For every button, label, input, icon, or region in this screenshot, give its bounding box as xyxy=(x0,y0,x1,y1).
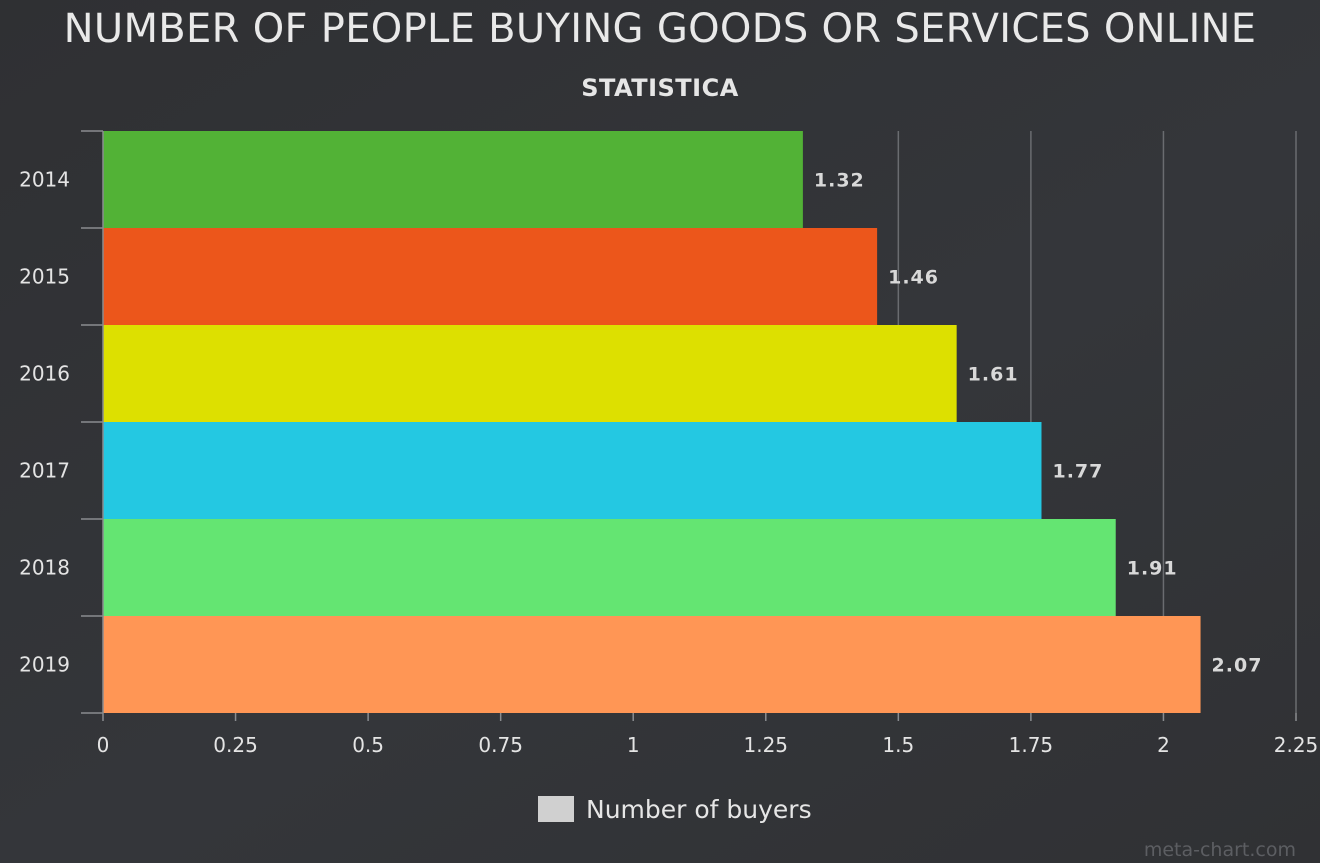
bar[interactable] xyxy=(103,519,1116,616)
legend-label: Number of buyers xyxy=(586,794,812,824)
legend-swatch xyxy=(538,796,574,822)
x-tick-label: 0.75 xyxy=(478,733,523,757)
chart-title: NUMBER OF PEOPLE BUYING GOODS OR SERVICE… xyxy=(63,6,1257,52)
x-tick-label: 1.25 xyxy=(744,733,789,757)
x-tick-label: 1.75 xyxy=(1009,733,1054,757)
axes xyxy=(81,130,1297,721)
y-tick-label: 2018 xyxy=(19,556,70,580)
x-tick-label: 2.25 xyxy=(1274,733,1319,757)
x-tick-label: 0.5 xyxy=(352,733,384,757)
x-tick-label: 1 xyxy=(627,733,640,757)
bar[interactable] xyxy=(103,422,1042,519)
bar[interactable] xyxy=(103,228,878,325)
data-label: 1.91 xyxy=(1127,558,1178,580)
x-tick-label: 0.25 xyxy=(213,733,258,757)
data-label: 1.61 xyxy=(968,364,1019,386)
legend[interactable]: Number of buyers xyxy=(538,793,812,825)
y-tick-label: 2015 xyxy=(19,265,70,289)
x-tick-label: 0 xyxy=(97,733,110,757)
bar[interactable] xyxy=(103,616,1201,713)
bars xyxy=(103,131,1201,713)
data-label: 1.46 xyxy=(888,267,939,289)
x-tick-label: 1.5 xyxy=(882,733,914,757)
y-tick-label: 2019 xyxy=(19,653,70,677)
y-tick-label: 2017 xyxy=(19,459,70,483)
data-label: 2.07 xyxy=(1212,655,1263,677)
bar[interactable] xyxy=(103,131,803,228)
x-tick-label: 2 xyxy=(1157,733,1170,757)
labels: 0 0.25 0.5 0.75 1 1.25 1.5 1.75 2 2.25 1.32 2014 1.4… xyxy=(19,168,1318,758)
data-label: 1.32 xyxy=(814,170,865,192)
bar[interactable] xyxy=(103,325,957,422)
chart-subtitle: STATISTICA xyxy=(581,74,739,102)
data-label: 1.77 xyxy=(1052,461,1103,483)
watermark[interactable]: meta-chart.com xyxy=(1143,839,1296,861)
y-tick-label: 2014 xyxy=(19,168,70,192)
y-tick-label: 2016 xyxy=(19,362,70,386)
